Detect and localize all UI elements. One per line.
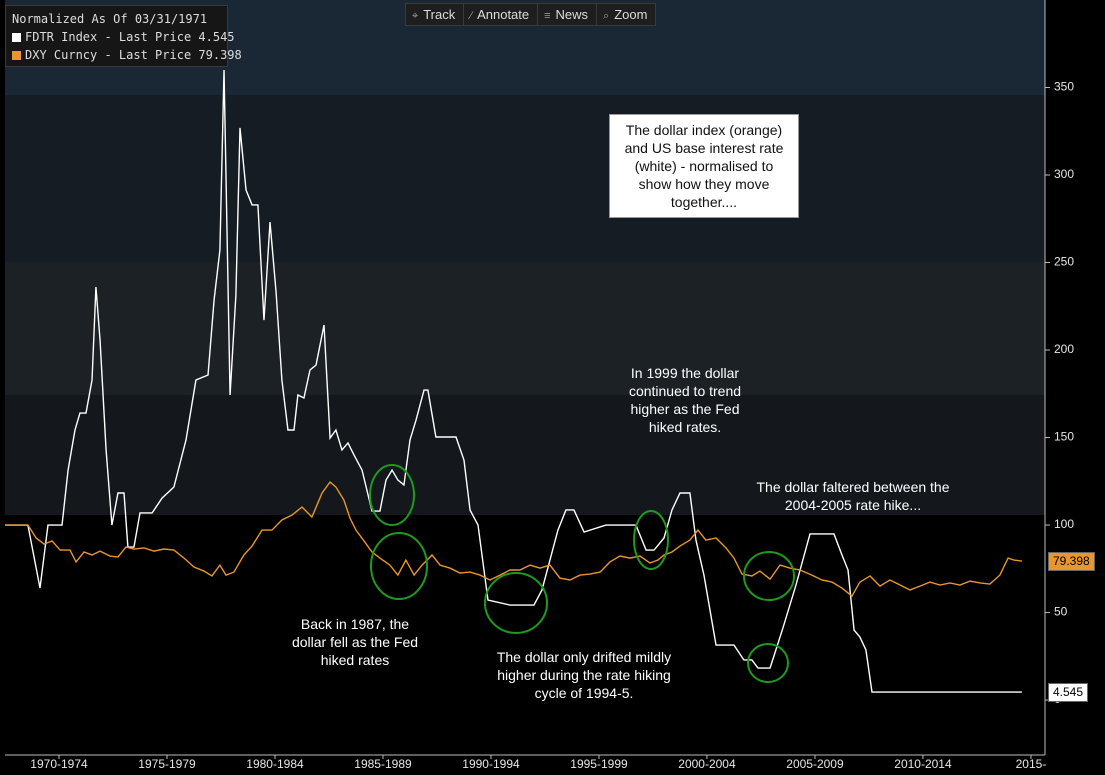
legend-label: DXY Curncy - Last Price 79.398	[25, 48, 242, 62]
y-tick-label: 100	[1054, 517, 1074, 531]
toolbar-icon: ⌕	[603, 10, 610, 22]
y-tick-label: 250	[1054, 255, 1074, 269]
toolbar-icon: ⌖	[412, 10, 419, 22]
toolbar-button[interactable]: ≡ News	[538, 4, 598, 25]
annotation: The dollar faltered between the 2004-200…	[756, 479, 950, 513]
legend-entry: DXY Curncy - Last Price 79.398	[12, 46, 242, 64]
x-tick-label: 1970-1974	[30, 757, 88, 771]
legend: Normalized As Of 03/31/1971 FDTR Index -…	[5, 5, 242, 67]
toolbar-button[interactable]: ∕ Annotate	[464, 4, 539, 25]
toolbar-button[interactable]: ⌕ Zoom	[597, 4, 655, 25]
series-line	[5, 69, 1022, 693]
y-tick-label: 150	[1054, 430, 1074, 444]
toolbar-label: Track	[423, 7, 456, 22]
x-tick-label: 2015-	[1016, 757, 1047, 771]
highlight-circle	[370, 532, 428, 600]
background-band	[5, 395, 1045, 515]
x-tick-label: 1980-1984	[246, 757, 304, 771]
annotation: In 1999 the dollar continued to trend hi…	[628, 365, 742, 435]
toolbar-label: News	[555, 7, 589, 22]
legend-swatch	[12, 51, 21, 60]
legend-title: Normalized As Of 03/31/1971	[12, 12, 208, 26]
x-tick-label: 2010-2014	[894, 757, 952, 771]
toolbar: ⌖ Track ∕ Annotate ≡ News ⌕ Zoom	[405, 3, 657, 26]
series-line	[5, 480, 1022, 598]
toolbar-label: Annotate	[477, 7, 530, 22]
highlight-circle	[747, 643, 789, 683]
last-value-tag: 79.398	[1048, 552, 1095, 572]
highlight-circle	[369, 464, 415, 526]
toolbar-icon: ≡	[544, 10, 551, 22]
x-tick-label: 1985-1989	[354, 757, 412, 771]
x-tick-label: 2000-2004	[678, 757, 736, 771]
x-tick-label: 1975-1979	[138, 757, 196, 771]
legend-entry: FDTR Index - Last Price 4.545	[12, 28, 235, 46]
annotation: Back in 1987, the dollar fell as the Fed…	[291, 616, 419, 668]
x-tick-label: 2005-2009	[786, 757, 844, 771]
annotation: The dollar only drifted mildly higher du…	[496, 649, 672, 701]
y-tick-label: 300	[1054, 167, 1074, 181]
y-tick-label: 350	[1054, 80, 1074, 94]
y-tick-label: 200	[1054, 342, 1074, 356]
highlight-circle	[633, 510, 669, 570]
highlight-circle	[484, 572, 548, 634]
x-tick-label: 1995-1999	[570, 757, 628, 771]
x-tick-label: 1990-1994	[462, 757, 520, 771]
legend-label: FDTR Index - Last Price 4.545	[25, 30, 235, 44]
background-band	[5, 262, 1045, 395]
highlight-circle	[743, 551, 795, 601]
toolbar-label: Zoom	[614, 7, 648, 22]
last-value-tag: 4.545	[1048, 683, 1089, 703]
y-tick-label: 50	[1054, 605, 1068, 619]
annotation: The dollar index (orange) and US base in…	[609, 114, 799, 218]
toolbar-icon: ∕	[470, 10, 473, 22]
legend-swatch	[12, 33, 21, 42]
toolbar-button[interactable]: ⌖ Track	[406, 4, 465, 25]
background-band	[5, 95, 1045, 262]
